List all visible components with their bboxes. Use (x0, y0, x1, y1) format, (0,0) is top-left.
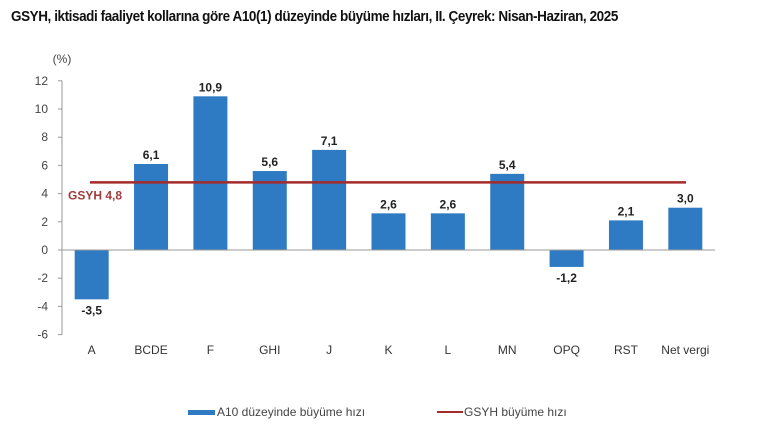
bar-k (371, 213, 406, 250)
x-category-label: MN (498, 343, 517, 357)
gsyh-reference-label: GSYH 4,8 (68, 188, 122, 202)
bar-ghi (252, 171, 287, 250)
bar-value-label: 7,1 (321, 134, 338, 148)
bar-value-label: 5,4 (499, 158, 516, 172)
legend-bar-swatch-icon (188, 409, 215, 415)
bar-j (312, 149, 347, 250)
bar-value-label: 2,1 (618, 204, 635, 218)
x-category-label: K (384, 343, 392, 357)
bar-net-vergi (668, 207, 703, 250)
y-tick-label: 4 (41, 187, 48, 201)
x-category-label: Net vergi (661, 343, 709, 357)
bar-f (193, 96, 228, 250)
legend-line-swatch-icon (437, 411, 463, 413)
x-category-label: BCDE (134, 343, 167, 357)
bar-l (430, 213, 465, 250)
x-category-label: J (326, 343, 332, 357)
y-tick-label: 10 (35, 102, 49, 116)
legend-line-label: GSYH büyüme hızı (464, 405, 567, 419)
legend-bar-label: A10 düzeyinde büyüme hızı (217, 405, 366, 419)
bar-a (74, 250, 109, 300)
legend-item-line: GSYH büyüme hızı (437, 405, 567, 419)
bar-value-label: 6,1 (143, 148, 160, 162)
bar-rst (608, 220, 643, 250)
y-tick-label: -2 (37, 271, 48, 285)
x-category-label: F (207, 343, 214, 357)
chart-title: GSYH, iktisadi faaliyet kollarına göre A… (11, 9, 618, 25)
y-tick-label: 2 (41, 215, 48, 229)
y-axis-unit-label: (%) (53, 52, 72, 66)
bar-value-label: 10,9 (199, 80, 223, 94)
y-tick-label: 12 (35, 74, 49, 88)
legend-item-bars: A10 düzeyinde büyüme hızı (188, 405, 365, 419)
bar-value-label: -1,2 (556, 271, 577, 285)
y-tick-label: -6 (37, 328, 48, 342)
y-tick-label: 6 (41, 158, 48, 172)
bar-opq (549, 250, 584, 267)
bar-value-label: 5,6 (261, 155, 278, 169)
bar-value-label: 2,6 (380, 197, 397, 211)
x-category-label: A (88, 343, 96, 357)
bar-value-label: 2,6 (440, 197, 457, 211)
bar-mn (490, 173, 525, 250)
y-tick-label: 8 (41, 130, 48, 144)
bar-value-label: -3,5 (81, 303, 102, 317)
x-category-label: OPQ (553, 343, 580, 357)
y-tick-label: 0 (41, 243, 48, 257)
x-category-label: L (445, 343, 452, 357)
bar-bcde (134, 163, 169, 250)
x-category-label: RST (614, 343, 639, 357)
y-tick-label: -4 (37, 299, 48, 313)
bar-value-label: 3,0 (677, 192, 694, 206)
x-category-label: GHI (259, 343, 280, 357)
